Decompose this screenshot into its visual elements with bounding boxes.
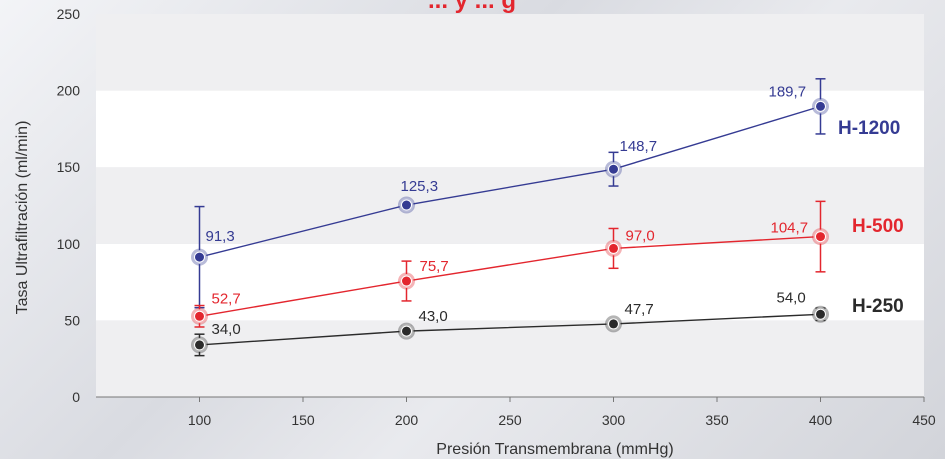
data-point bbox=[195, 311, 204, 321]
data-label: 104,7 bbox=[771, 220, 809, 237]
data-label: 54,0 bbox=[777, 289, 806, 306]
data-label: 91,3 bbox=[206, 228, 235, 245]
y-axis-title: Tasa Ultrafiltración (ml/min) bbox=[14, 121, 31, 315]
data-point bbox=[816, 232, 825, 242]
y-tick-label: 100 bbox=[57, 236, 81, 252]
data-label: 75,7 bbox=[420, 258, 449, 275]
series-name-label: H-500 bbox=[852, 216, 904, 237]
series-h-500: 52,7 75,7 97,0 104,7 H-500 bbox=[191, 200, 904, 328]
x-tick-label: 300 bbox=[602, 412, 626, 428]
x-tick-label: 350 bbox=[705, 412, 729, 428]
y-tick-label: 150 bbox=[57, 159, 81, 175]
grid-band bbox=[96, 320, 924, 397]
data-point bbox=[816, 309, 825, 319]
data-point bbox=[402, 276, 411, 286]
grid-band bbox=[96, 243, 924, 321]
grid-band bbox=[96, 90, 924, 168]
data-label: 125,3 bbox=[401, 178, 439, 195]
series-name-label: H-250 bbox=[852, 296, 904, 317]
y-tick-label: 0 bbox=[72, 389, 80, 405]
grid-band bbox=[96, 167, 924, 244]
series-h-250: 34,0 43,0 47,7 54,0 H-250 bbox=[191, 289, 904, 357]
x-tick-label: 100 bbox=[188, 412, 212, 428]
data-label: 148,7 bbox=[620, 138, 658, 155]
data-point bbox=[195, 340, 204, 350]
data-point bbox=[609, 319, 618, 329]
x-tick-label: 200 bbox=[395, 412, 419, 428]
x-tick-label: 450 bbox=[912, 412, 936, 428]
chart-title: ... y ... g bbox=[428, 0, 516, 14]
data-label: 43,0 bbox=[419, 308, 448, 325]
data-point bbox=[816, 101, 825, 111]
y-tick-label: 200 bbox=[57, 83, 81, 99]
data-label: 189,7 bbox=[769, 83, 807, 100]
series-line bbox=[199, 105, 821, 258]
grid-band bbox=[96, 14, 924, 91]
series-h-1200: 91,3 125,3 148,7 189,7 H-1200 bbox=[191, 78, 900, 309]
series-name-label: H-1200 bbox=[838, 118, 900, 139]
data-point bbox=[195, 252, 204, 262]
data-label: 47,7 bbox=[625, 301, 654, 318]
series-layer: 91,3 125,3 148,7 189,7 H-1200 52,7 75,7 97,0 104… bbox=[191, 78, 904, 357]
grid-bands bbox=[96, 14, 924, 397]
y-tick-label: 50 bbox=[64, 312, 80, 328]
data-label: 52,7 bbox=[212, 290, 241, 307]
data-point bbox=[609, 164, 618, 174]
series-line bbox=[199, 313, 821, 346]
y-tick-label: 250 bbox=[57, 6, 81, 22]
data-label: 34,0 bbox=[212, 321, 241, 338]
data-point bbox=[609, 243, 618, 253]
series-line bbox=[199, 235, 821, 317]
x-axis-title: Presión Transmembrana (mmHg) bbox=[436, 441, 673, 458]
x-tick-label: 250 bbox=[498, 412, 522, 428]
data-label: 97,0 bbox=[626, 227, 655, 244]
x-axis-ticks: 100 150 200 250 300 350 400 450 bbox=[188, 397, 936, 428]
y-axis-ticks: 0 50 100 150 200 250 bbox=[57, 6, 81, 405]
data-point bbox=[402, 326, 411, 336]
x-tick-label: 150 bbox=[291, 412, 315, 428]
data-point bbox=[402, 200, 411, 210]
x-tick-label: 400 bbox=[809, 412, 833, 428]
